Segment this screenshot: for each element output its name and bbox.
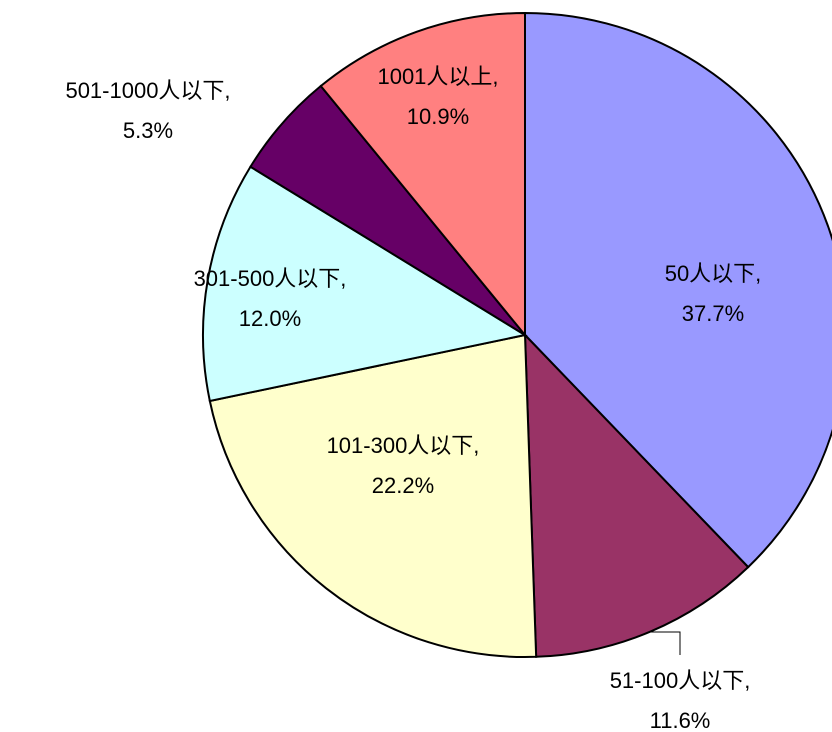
slice-value-label: 12.0% [239,306,301,331]
slice-value-label: 10.9% [407,104,469,129]
slice-label: 50人以下, [665,261,762,286]
slice-value-label: 22.2% [372,473,434,498]
leader-line [651,631,681,655]
pie-slice [319,11,526,338]
pie-slice [208,333,538,658]
pie-slice [523,332,750,658]
slice-value-label: 37.7% [682,301,744,326]
slice-label: 501-1000人以下, [65,78,230,103]
pie-slice [524,11,832,569]
slice-label: 101-300人以下, [327,433,480,458]
pie-slice [202,165,528,403]
slice-label: 1001人以上, [377,64,498,89]
slice-value-label: 5.3% [123,118,173,143]
slice-label: 301-500人以下, [194,266,347,291]
slice-label: 51-100人以下, [610,668,751,693]
slice-value-label: 11.6% [650,708,711,732]
